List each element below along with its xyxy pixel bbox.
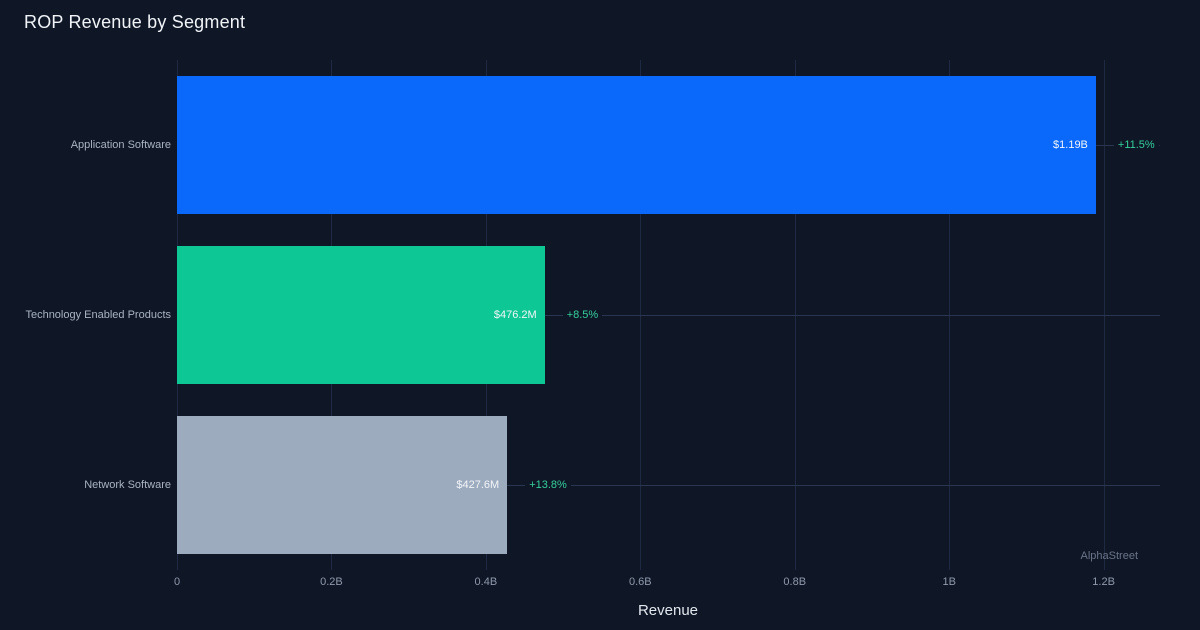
category-label: Network Software — [84, 479, 171, 491]
bar-2: $476.2M — [177, 246, 545, 384]
x-tick-label: 0 — [173, 576, 181, 588]
plot-area: $1.19B +11.5% $476.2M +8.5% $427.6M +13.8% — [177, 60, 1160, 570]
bar-value-label: $1.19B — [1053, 139, 1088, 151]
x-tick-label: 0.4B — [474, 576, 498, 588]
grid-line-horizontal — [177, 485, 1160, 486]
bar-change-label: +13.8% — [525, 478, 571, 492]
x-axis-label: Revenue — [637, 602, 699, 619]
bar-3: $427.6M — [177, 416, 508, 554]
category-label: Technology Enabled Products — [25, 309, 171, 321]
x-tick-label: 0.2B — [320, 576, 343, 588]
bar-1: $1.19B — [177, 76, 1096, 214]
category-label: Application Software — [70, 139, 171, 151]
bar-value-label: $476.2M — [493, 309, 537, 321]
x-tick-label: 1.2B — [1092, 576, 1115, 588]
chart-title: ROP Revenue by Segment — [24, 12, 246, 32]
x-tick-label: 0.8B — [783, 576, 807, 588]
watermark: AlphaStreet — [1080, 550, 1138, 562]
x-tick-label: 1B — [942, 576, 956, 588]
bar-change-label: +11.5% — [1113, 138, 1159, 152]
grid-line-horizontal — [177, 315, 1160, 316]
x-tick-label: 0.6B — [628, 576, 652, 588]
bar-change-label: +8.5% — [562, 308, 603, 322]
bar-value-label: $427.6M — [456, 479, 500, 491]
